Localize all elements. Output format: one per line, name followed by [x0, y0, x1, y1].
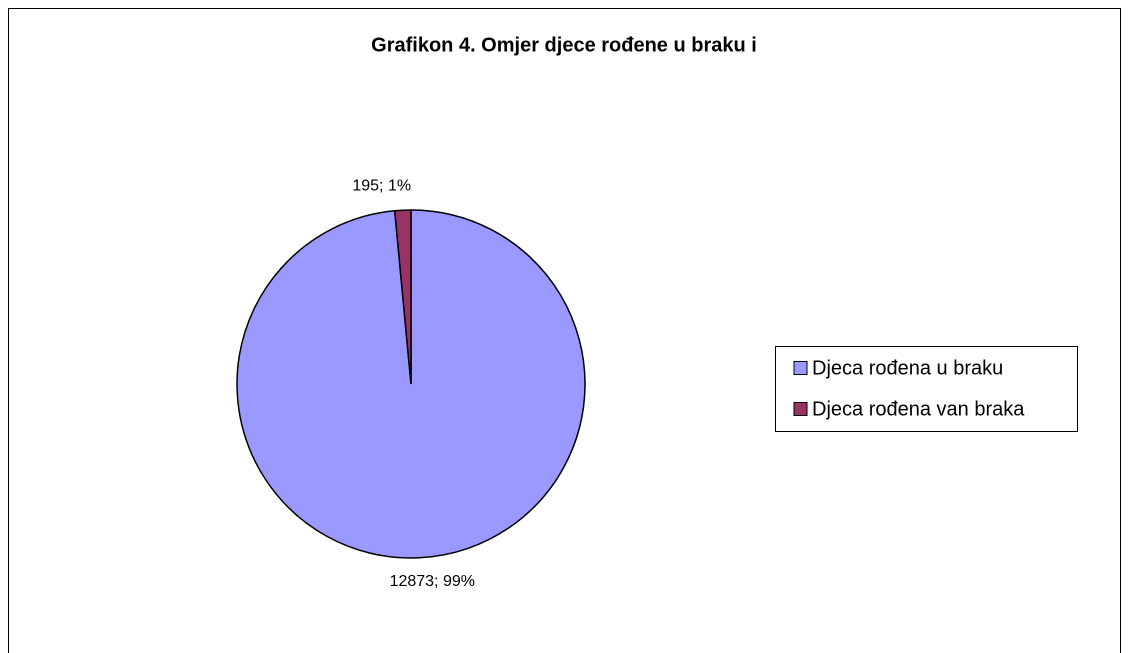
data-label: 12873; 99%: [390, 573, 475, 590]
legend-label: Djeca rođena van braka: [812, 398, 1025, 420]
legend-swatch: [793, 402, 808, 416]
legend-box: [775, 346, 1078, 432]
legend-swatch: [793, 361, 808, 375]
legend-label: Djeca rođena u braku: [812, 357, 1003, 379]
chart-title: Grafikon 4. Omjer djece rođene u braku i: [371, 34, 757, 56]
data-label: 195; 1%: [352, 177, 411, 194]
pie-slice: [393, 209, 412, 385]
